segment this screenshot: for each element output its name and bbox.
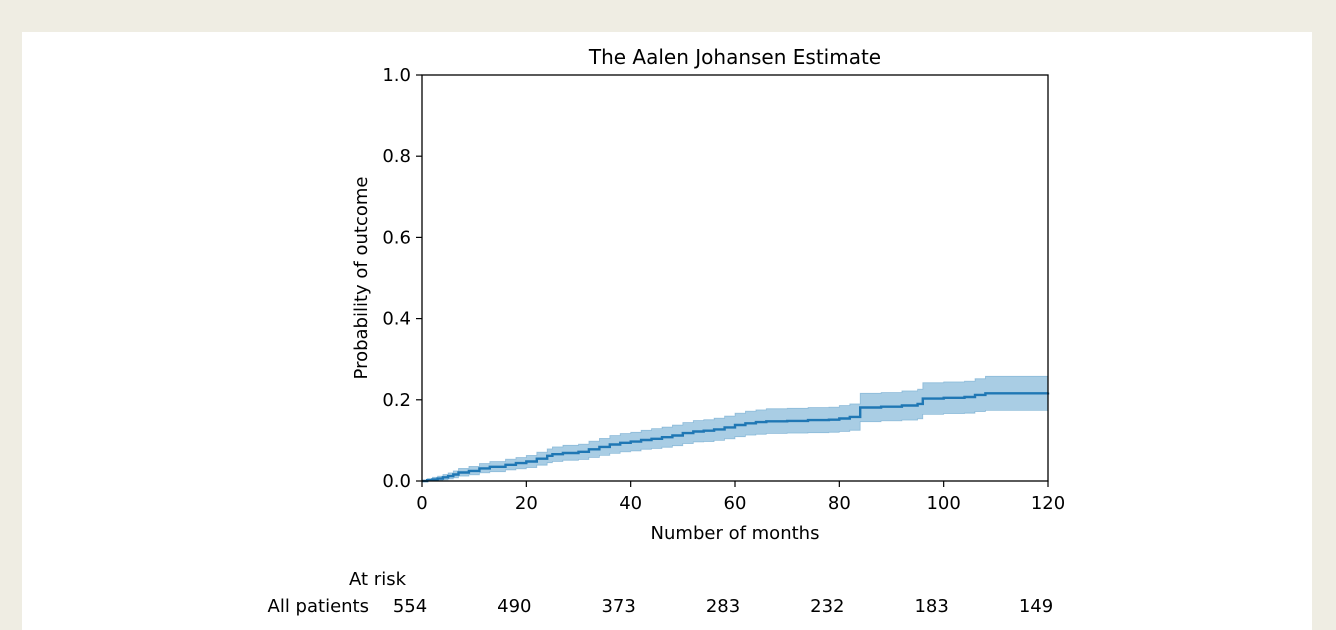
risk-count: 232 <box>810 596 844 617</box>
risk-count: 149 <box>1019 596 1053 617</box>
estimate-line <box>422 392 1050 483</box>
chart-title: The Aalen Johansen Estimate <box>588 45 881 69</box>
y-tick-label: 0.6 <box>382 227 411 248</box>
risk-table-row-label: All patients <box>268 596 369 617</box>
estimate-line-layer <box>422 392 1050 483</box>
y-tick-label: 0.2 <box>382 390 411 411</box>
x-tick-label: 20 <box>515 493 538 514</box>
x-tick-label: 100 <box>926 493 960 514</box>
y-axis-label: Probability of outcome <box>351 177 372 380</box>
x-tick-label: 40 <box>619 493 642 514</box>
y-tick-label: 0.0 <box>382 471 411 492</box>
risk-count: 183 <box>914 596 948 617</box>
figure-panel: The Aalen Johansen Estimate 0 20 40 60 80 100… <box>22 32 1312 630</box>
risk-count: 490 <box>497 596 531 617</box>
risk-count: 283 <box>706 596 740 617</box>
x-axis-ticks: 0 20 40 60 80 100 120 <box>416 481 1065 514</box>
y-tick-label: 1.0 <box>382 65 411 86</box>
x-axis-label: Number of months <box>651 523 820 544</box>
aalen-johansen-chart: The Aalen Johansen Estimate 0 20 40 60 80 100… <box>268 45 1066 617</box>
y-tick-label: 0.8 <box>382 146 411 167</box>
risk-count: 554 <box>393 596 427 617</box>
risk-table-header: At risk <box>349 569 407 590</box>
x-tick-label: 60 <box>724 493 747 514</box>
x-tick-label: 80 <box>828 493 851 514</box>
y-tick-label: 0.4 <box>382 309 411 330</box>
risk-count: 373 <box>601 596 635 617</box>
x-tick-label: 120 <box>1031 493 1065 514</box>
y-axis-ticks: 0.0 0.2 0.4 0.6 0.8 1.0 <box>382 65 422 492</box>
x-tick-label: 0 <box>416 493 427 514</box>
risk-table-counts: 554 490 373 283 232 183 149 <box>393 596 1053 617</box>
